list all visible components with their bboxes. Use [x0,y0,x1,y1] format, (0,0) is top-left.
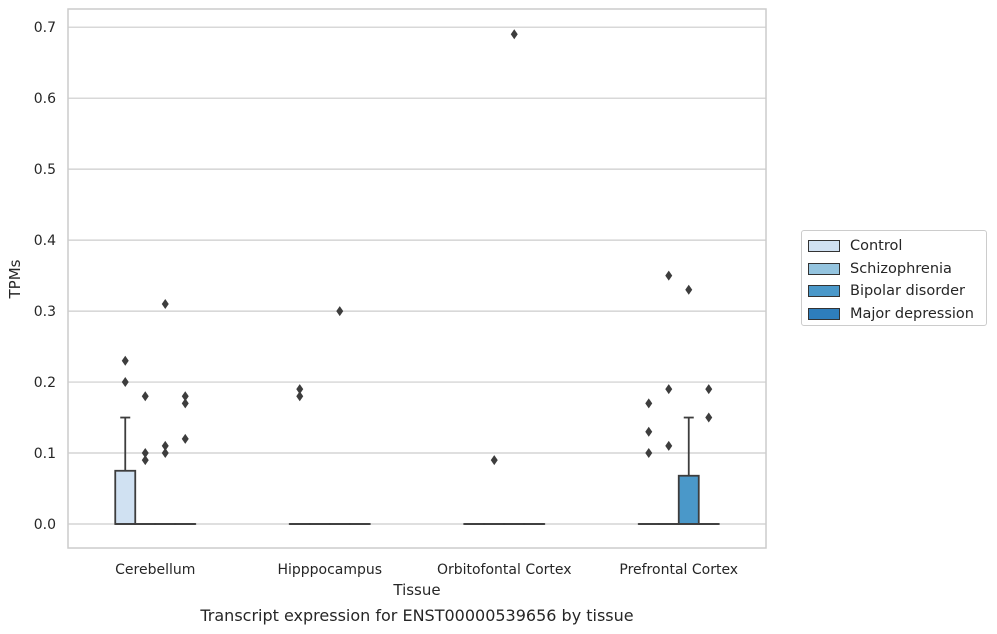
outlier-point [645,398,653,409]
gridlines [68,26,766,525]
x-tick-labels: Cerebellum Hipppocampus Orbitofontal Corte… [115,562,738,578]
box-body [114,469,137,525]
legend-item: Control [808,235,980,258]
x-tick-label: Cerebellum [115,562,195,578]
box-control [288,384,311,525]
legend-label: Bipolar disorder [850,283,965,300]
legend-swatch [808,262,840,275]
box-bipolar-disorder [154,298,177,525]
box-bipolar-disorder [677,284,700,525]
outlier-point [665,384,673,395]
legend-label: Control [850,238,903,255]
outlier-point [296,384,304,395]
outlier-point [685,284,693,295]
x-tick-label: Prefrontal Cortex [619,562,738,578]
outlier-point [181,398,189,409]
outlier-point [181,391,189,402]
y-tick-labels: 0.0 0.1 0.2 0.3 0.4 0.5 0.6 0.7 [34,20,56,533]
legend-item: Schizophrenia [808,258,980,281]
box-schizophrenia [134,391,157,525]
outlier-point [665,440,673,451]
x-tick-label: Hipppocampus [277,562,382,578]
legend-swatch [808,240,840,253]
outlier-point [141,448,149,459]
y-tick-label: 0.5 [34,162,56,178]
box-bipolar-disorder [503,29,526,525]
box-bipolar-disorder [328,306,351,525]
outlier-point [161,440,169,451]
outlier-point [141,455,149,466]
outlier-point [161,448,169,459]
y-axis-label: TPMs [6,259,24,299]
outlier-point [705,412,713,423]
legend-swatch [808,285,840,298]
outlier-point [296,391,304,402]
legend-swatch [808,307,840,320]
x-tick-label: Orbitofontal Cortex [437,562,572,578]
outlier-point [161,298,169,309]
box-control [637,398,660,525]
legend-item: Bipolar disorder [808,280,980,303]
box-body [677,474,700,525]
box-major-depression [697,384,720,525]
plot-area-frame [67,8,767,549]
legend-label: Major depression [850,305,974,322]
y-tick-label: 0.7 [34,20,56,36]
legend: Control Schizophrenia Bipolar disorder Majo… [801,230,987,326]
y-tick-label: 0.2 [34,375,56,391]
y-tick-label: 0.3 [34,304,56,320]
x-axis-label: Tissue [392,581,440,599]
y-tick-label: 0.6 [34,91,56,107]
box-control [114,355,137,525]
y-tick-label: 0.0 [34,517,56,533]
y-tick-label: 0.4 [34,233,56,249]
outlier-point [181,433,189,444]
y-tick-label: 0.1 [34,446,56,462]
outlier-point [665,270,673,281]
box-schizophrenia [657,270,680,525]
outlier-point [336,306,344,317]
outlier-point [121,355,129,366]
box-major-depression [174,391,197,525]
legend-item: Major depression [808,303,980,326]
outlier-point [510,29,518,40]
box-schizophrenia [483,455,506,525]
outlier-point [705,384,713,395]
chart-caption: Transcript expression for ENST0000053965… [200,606,634,625]
outlier-point [141,391,149,402]
outlier-point [645,448,653,459]
legend-label: Schizophrenia [850,260,952,277]
outlier-point [645,426,653,437]
outlier-point [121,377,129,388]
box-elements [114,29,720,525]
outlier-point [490,455,498,466]
